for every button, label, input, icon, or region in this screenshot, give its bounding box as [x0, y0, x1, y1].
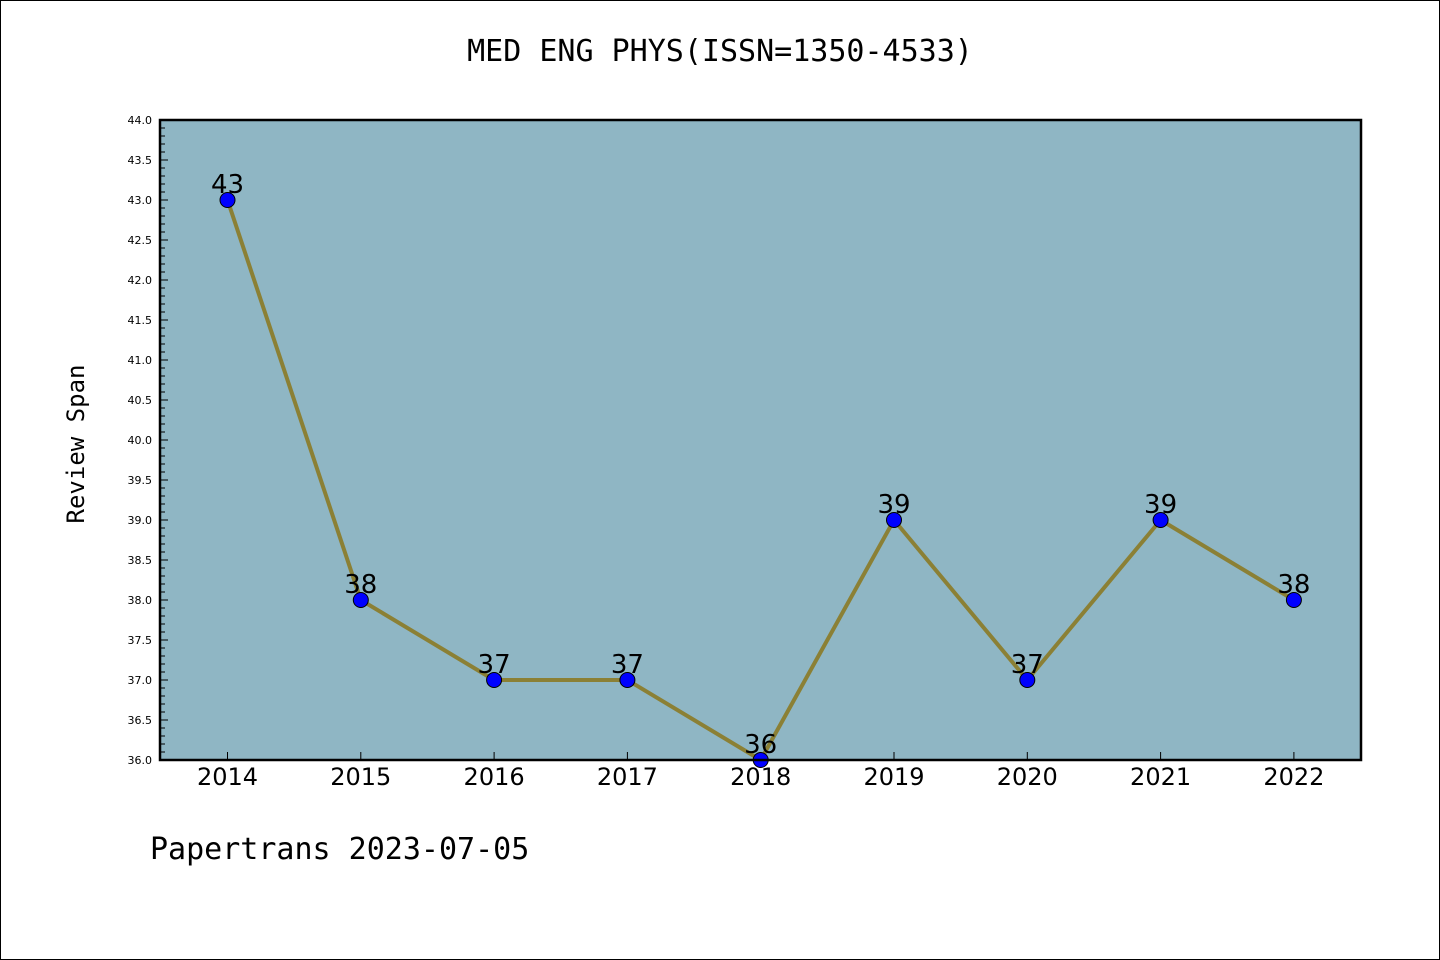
footer-watermark: Papertrans 2023-07-05 — [150, 832, 530, 867]
x-tick-label: 2020 — [997, 763, 1058, 791]
y-tick-label: 41.5 — [128, 314, 153, 327]
x-tick-label: 2019 — [863, 763, 924, 791]
y-tick-label: 37.5 — [128, 634, 153, 647]
x-tick-label: 2017 — [597, 763, 658, 791]
y-tick-label: 39.5 — [128, 474, 153, 487]
data-point — [886, 512, 902, 528]
data-point — [219, 192, 236, 208]
x-tick-label: 2015 — [330, 763, 391, 791]
data-label: 37 — [611, 650, 644, 680]
y-tick-label: 37.0 — [128, 674, 153, 687]
data-label: 39 — [877, 490, 910, 520]
x-tick-label: 2014 — [197, 763, 258, 791]
y-tick-label: 44.0 — [128, 114, 153, 127]
y-tick-label: 39.0 — [128, 514, 153, 527]
data-label: 38 — [344, 570, 377, 600]
data-labels: 43 38 37 37 36 39 37 39 38 — [211, 170, 1310, 760]
data-point — [352, 592, 369, 608]
y-tick-label: 43.0 — [128, 194, 153, 207]
y-tick-label: 41.0 — [128, 354, 153, 367]
y-tick-label: 40.5 — [128, 394, 153, 407]
y-tick-label: 43.5 — [128, 154, 153, 167]
y-tick-label: 36.0 — [128, 754, 153, 767]
data-label: 39 — [1144, 490, 1177, 520]
data-point — [619, 672, 636, 688]
y-tick-label: 38.5 — [128, 554, 153, 567]
y-tick-label: 42.0 — [128, 274, 153, 287]
data-point — [1152, 512, 1169, 528]
y-tick-label: 38.0 — [128, 594, 153, 607]
data-label: 36 — [744, 730, 777, 760]
data-point — [1019, 672, 1036, 688]
y-tick-label: 42.5 — [128, 234, 153, 247]
data-label: 38 — [1277, 570, 1310, 600]
y-tick-label: 36.5 — [128, 714, 153, 727]
y-axis-ticks: 36.0 36.5 37.0 37.5 38.0 38.5 39.0 39.5 40.0 40.5… — [128, 114, 168, 767]
data-label: 37 — [1011, 650, 1044, 680]
x-tick-label: 2021 — [1130, 763, 1191, 791]
data-point — [1285, 592, 1302, 608]
data-label: 43 — [211, 170, 244, 200]
chart-title: MED ENG PHYS(ISSN=1350-4533) — [467, 34, 973, 69]
y-tick-label: 40.0 — [128, 434, 153, 447]
x-tick-label: 2016 — [464, 763, 525, 791]
plot-border — [158, 118, 1363, 762]
data-point — [486, 672, 503, 688]
x-tick-label: 2022 — [1263, 763, 1324, 791]
data-label: 37 — [478, 650, 511, 680]
plot-area — [160, 120, 1361, 760]
